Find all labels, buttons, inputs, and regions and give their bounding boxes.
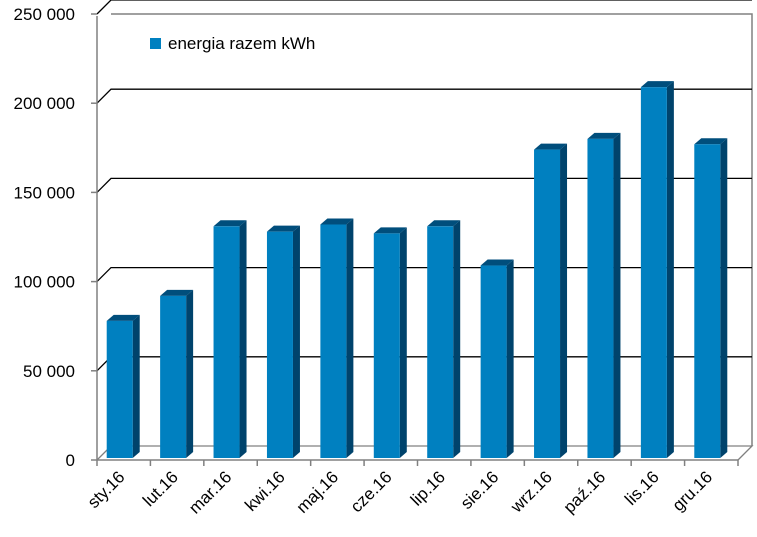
bar-top xyxy=(480,259,514,266)
bar-side xyxy=(292,225,300,458)
bar xyxy=(587,132,621,458)
bar xyxy=(106,314,140,458)
bar-side xyxy=(453,220,461,458)
x-tick-label: lis.16 xyxy=(621,467,662,508)
bar-top xyxy=(160,289,194,296)
bar-top xyxy=(640,81,674,88)
bar-side xyxy=(132,314,140,458)
x-axis-ticks: sty.16 lut.16 mar.16 kwi.16 maj.16 cze.16 lip.… xyxy=(84,460,739,518)
bar-front xyxy=(427,226,454,458)
bar-side xyxy=(666,81,674,459)
x-tick-label: mar.16 xyxy=(185,467,235,517)
bar-front xyxy=(106,320,133,458)
x-tick-label: cze.16 xyxy=(347,467,396,516)
y-tick-label: 100 000 xyxy=(14,273,75,292)
bar-front xyxy=(694,144,721,458)
gridline xyxy=(96,0,752,15)
bar-top xyxy=(266,225,300,232)
x-tick-label: maj.16 xyxy=(293,467,343,517)
gridline xyxy=(96,88,752,104)
bar-top xyxy=(427,220,461,227)
y-axis-ticks: 0 50 000 100 000 150 000 200 000 250 000 xyxy=(14,5,97,470)
bar-side xyxy=(613,132,621,458)
bar-side xyxy=(239,220,247,458)
y-tick-label: 250 000 xyxy=(14,5,75,24)
bar xyxy=(640,81,674,459)
x-tick-label: kwi.16 xyxy=(241,467,289,515)
x-tick-label: gru.16 xyxy=(669,467,717,515)
back-wall-frame xyxy=(111,13,753,446)
bar-top xyxy=(694,138,728,145)
y-tick-label: 150 000 xyxy=(14,183,75,202)
bar-side xyxy=(186,289,194,458)
legend-label: energia razem kWh xyxy=(168,34,315,53)
bar-front xyxy=(213,226,240,458)
legend-swatch xyxy=(150,38,161,49)
bar-front xyxy=(480,265,507,458)
bar-top xyxy=(587,132,621,139)
bar-front xyxy=(266,231,293,458)
x-tick-label: paź.16 xyxy=(560,467,610,517)
y-tick-label: 50 000 xyxy=(23,362,75,381)
bar-front xyxy=(160,295,187,458)
bar-front xyxy=(640,87,667,459)
bar xyxy=(160,289,194,458)
bar xyxy=(266,225,300,458)
bar-front xyxy=(587,138,614,458)
bar xyxy=(373,227,407,458)
bar-top xyxy=(320,218,354,225)
bar-side xyxy=(506,259,514,458)
bar-front xyxy=(534,149,561,459)
bar xyxy=(534,143,568,459)
bar-side xyxy=(720,138,728,458)
bar xyxy=(694,138,728,458)
x-tick-label: sie.16 xyxy=(457,467,503,513)
bar-side xyxy=(399,227,407,458)
bar-top xyxy=(534,143,568,150)
bar-side xyxy=(346,218,354,458)
bar xyxy=(320,218,354,458)
bar-front xyxy=(320,224,347,458)
bar xyxy=(213,220,247,458)
x-tick-label: lip.16 xyxy=(407,467,449,509)
bar-top xyxy=(213,220,247,227)
legend: energia razem kWh xyxy=(150,34,315,53)
gridlines xyxy=(96,0,754,461)
bar-top xyxy=(373,227,407,234)
bar-series xyxy=(106,81,728,459)
y-tick-label: 200 000 xyxy=(14,94,75,113)
x-tick-label: sty.16 xyxy=(84,467,129,512)
bar xyxy=(427,220,461,458)
y-tick-label: 0 xyxy=(66,451,75,470)
bar-front xyxy=(373,233,400,458)
x-tick-label: wrz.16 xyxy=(506,467,556,517)
bar-side xyxy=(560,143,568,459)
x-tick-label: lut.16 xyxy=(139,467,182,510)
bar xyxy=(480,259,514,458)
bar-top xyxy=(106,314,140,321)
